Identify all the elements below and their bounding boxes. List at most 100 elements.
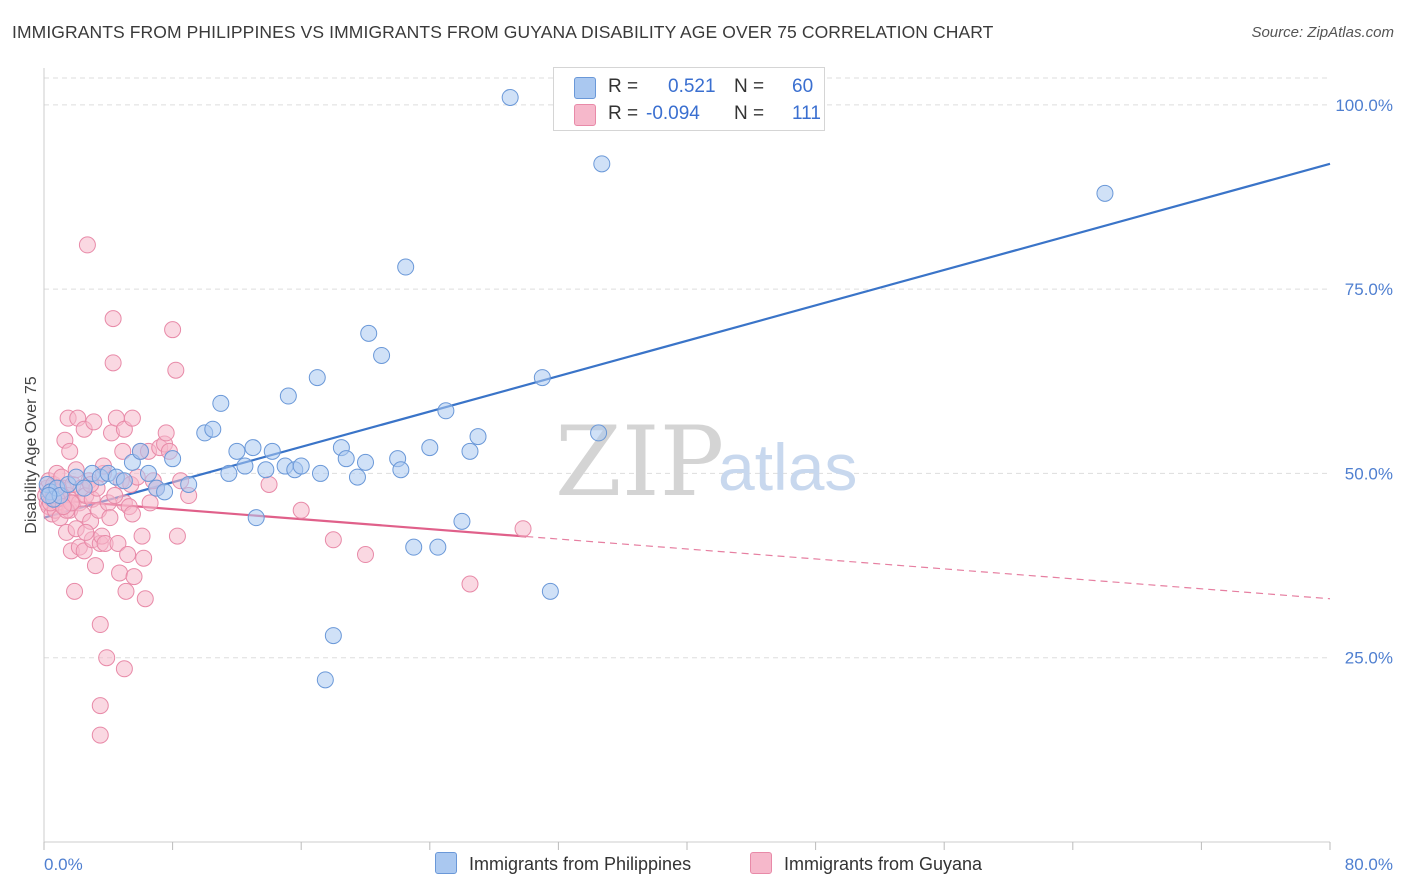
point-philippines — [247, 509, 265, 527]
point-philippines — [1096, 184, 1114, 202]
point-guyana — [141, 494, 159, 512]
trend-line-philippines — [43, 162, 1331, 519]
bottom-legend-label-philippines: Immigrants from Philippines — [469, 854, 692, 874]
point-philippines — [204, 420, 222, 438]
point-philippines — [397, 258, 415, 276]
point-guyana — [109, 534, 127, 552]
point-philippines — [501, 88, 519, 106]
point-philippines — [437, 402, 455, 420]
point-guyana — [125, 568, 143, 586]
point-philippines — [220, 464, 238, 482]
point-guyana — [135, 549, 153, 567]
bottom-legend-label-guyana: Immigrants from Guyana — [784, 854, 983, 874]
point-guyana — [61, 442, 79, 460]
bottom-legend-philippines: Immigrants from Philippines — [435, 852, 691, 875]
watermark-atlas: atlas — [718, 430, 857, 504]
x-tick-label-start: 0.0% — [44, 855, 83, 874]
point-philippines — [75, 479, 93, 497]
point-philippines — [279, 387, 297, 405]
point-guyana — [167, 361, 185, 379]
point-philippines — [40, 487, 58, 505]
point-philippines — [357, 453, 374, 471]
source-label: Source: ZipAtlas.com — [1251, 24, 1394, 41]
grid-lines — [44, 77, 1330, 659]
point-guyana — [66, 582, 84, 600]
point-philippines — [316, 671, 334, 689]
point-philippines — [590, 424, 608, 442]
point-guyana — [115, 660, 133, 678]
data-points — [37, 88, 1114, 744]
point-guyana — [119, 546, 137, 564]
point-guyana — [164, 321, 182, 339]
point-philippines — [421, 439, 439, 457]
legend-r-value: -0.094 — [646, 103, 700, 124]
point-philippines — [429, 538, 447, 556]
point-philippines — [311, 464, 329, 482]
point-guyana — [86, 557, 104, 575]
chart-title: IMMIGRANTS FROM PHILIPPINES VS IMMIGRANT… — [12, 22, 994, 42]
point-guyana — [101, 509, 119, 527]
y-tick-label: 25.0% — [1345, 649, 1393, 668]
point-philippines — [461, 442, 479, 460]
point-guyana — [123, 505, 141, 523]
point-guyana — [91, 616, 109, 634]
point-guyana — [292, 501, 310, 519]
point-guyana — [324, 531, 342, 549]
legend-n-value: 111 — [792, 103, 821, 124]
point-philippines — [115, 472, 133, 490]
point-philippines — [337, 450, 355, 468]
point-guyana — [168, 527, 186, 545]
trend-line-guyana-extension — [526, 535, 1331, 600]
point-philippines — [236, 457, 254, 475]
point-philippines — [453, 512, 471, 530]
y-tick-label: 75.0% — [1345, 280, 1393, 299]
point-guyana — [357, 546, 374, 564]
point-guyana — [91, 726, 109, 744]
axes — [43, 68, 1331, 850]
point-guyana — [106, 487, 124, 505]
watermark: ZIP atlas — [555, 406, 857, 518]
point-guyana — [111, 564, 129, 582]
point-philippines — [469, 428, 487, 446]
point-philippines — [292, 457, 310, 475]
point-guyana — [104, 354, 122, 372]
legend-r-value: 0.521 — [668, 76, 716, 97]
y-tick-label: 100.0% — [1335, 96, 1393, 115]
point-guyana — [157, 424, 175, 442]
point-guyana — [514, 520, 532, 538]
point-guyana — [77, 523, 95, 541]
point-philippines — [139, 464, 157, 482]
tick-labels: 25.0% 50.0% 75.0% 100.0% 0.0% 80.0% — [44, 96, 1393, 874]
point-philippines — [156, 483, 174, 501]
trend-lines — [43, 162, 1331, 600]
point-guyana — [91, 697, 109, 715]
point-philippines — [228, 442, 246, 460]
point-guyana — [98, 649, 116, 667]
y-tick-label: 50.0% — [1345, 464, 1393, 483]
legend: R = 0.521 N = 60 R = -0.094 N = 111 — [553, 67, 825, 131]
point-philippines — [541, 582, 559, 600]
watermark-zip: ZIP — [555, 406, 724, 518]
legend-n-value: 60 — [792, 76, 814, 97]
point-guyana — [78, 236, 96, 254]
point-philippines — [392, 461, 410, 479]
point-guyana — [260, 475, 278, 493]
point-guyana — [114, 442, 132, 460]
point-philippines — [360, 324, 378, 342]
point-philippines — [308, 369, 326, 387]
point-guyana — [123, 409, 141, 427]
legend-r-label: R = — [608, 76, 639, 97]
point-philippines — [131, 442, 149, 460]
point-philippines — [593, 155, 611, 173]
point-guyana — [133, 527, 151, 545]
point-guyana — [117, 582, 135, 600]
point-philippines — [405, 538, 423, 556]
legend-n-label: N = — [734, 103, 765, 124]
point-guyana — [85, 413, 103, 431]
legend-swatch-philippines — [574, 77, 596, 99]
point-philippines — [324, 627, 342, 645]
point-philippines — [533, 369, 551, 387]
point-guyana — [104, 310, 122, 328]
bottom-legend-swatch-philippines — [435, 852, 457, 874]
